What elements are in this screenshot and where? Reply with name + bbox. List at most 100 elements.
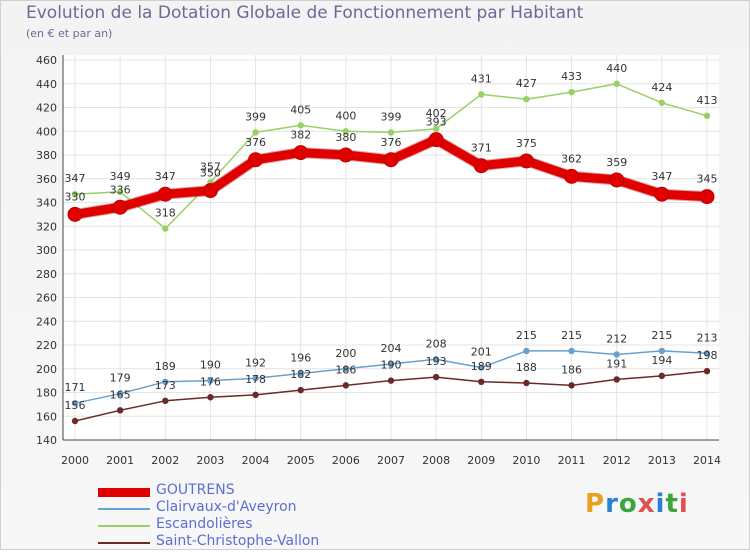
x-tick-label: 2010: [512, 454, 540, 467]
x-tick-label: 2005: [287, 454, 315, 467]
data-point-escandoli-res: [478, 91, 485, 98]
data-label-clairvaux-d-aveyron: 215: [561, 329, 582, 342]
data-label-saint-christophe-vallon: 198: [697, 349, 718, 362]
data-label-goutrens: 350: [200, 167, 221, 180]
data-point-saint-christophe-vallon: [703, 367, 711, 375]
data-point-clairvaux-d-aveyron: [703, 350, 711, 357]
y-tick-label: 260: [36, 292, 57, 305]
data-point-clairvaux-d-aveyron: [116, 390, 124, 397]
logo-letter: r: [605, 489, 619, 519]
data-label-saint-christophe-vallon: 190: [381, 359, 402, 372]
data-point-escandoli-res: [342, 128, 350, 135]
data-point-clairvaux-d-aveyron: [432, 356, 440, 363]
data-label-saint-christophe-vallon: 178: [245, 373, 266, 386]
data-label-goutrens: 347: [651, 170, 672, 183]
data-label-saint-christophe-vallon: 156: [65, 399, 86, 412]
data-label-saint-christophe-vallon: 186: [561, 363, 582, 376]
data-point-saint-christophe-vallon: [432, 373, 440, 381]
y-tick-label: 160: [36, 410, 57, 423]
data-label-saint-christophe-vallon: 189: [471, 360, 492, 373]
y-tick-label: 360: [36, 173, 57, 186]
data-label-saint-christophe-vallon: 191: [606, 357, 627, 370]
data-point-escandoli-res: [387, 129, 395, 136]
data-label-escandoli-res: 347: [65, 172, 86, 185]
logo-letter: i: [655, 489, 666, 519]
y-tick-label: 180: [36, 387, 57, 400]
data-point-saint-christophe-vallon: [297, 386, 304, 394]
legend-swatch: [98, 508, 150, 510]
data-point-saint-christophe-vallon: [207, 394, 214, 401]
data-label-clairvaux-d-aveyron: 190: [200, 359, 221, 372]
data-label-goutrens: 359: [606, 156, 627, 169]
data-label-escandoli-res: 357: [200, 160, 221, 173]
data-label-escandoli-res: 431: [471, 72, 492, 85]
legend-label: Saint-Christophe-Vallon: [156, 533, 320, 549]
data-label-clairvaux-d-aveyron: 189: [155, 360, 176, 373]
data-label-clairvaux-d-aveyron: 213: [697, 331, 718, 344]
data-point-escandoli-res: [658, 99, 666, 106]
data-point-saint-christophe-vallon: [478, 378, 485, 386]
logo-letter: x: [637, 489, 656, 519]
y-tick-label: 400: [36, 125, 57, 138]
y-tick-label: 320: [36, 220, 57, 233]
data-point-clairvaux-d-aveyron: [71, 399, 79, 407]
data-point-saint-christophe-vallon: [71, 417, 79, 425]
data-point-clairvaux-d-aveyron: [658, 347, 666, 355]
data-point-goutrens: [654, 186, 670, 202]
data-label-clairvaux-d-aveyron: 196: [290, 352, 311, 365]
data-label-saint-christophe-vallon: 182: [290, 368, 311, 381]
y-tick-label: 460: [36, 54, 57, 67]
data-label-escandoli-res: 399: [381, 110, 402, 123]
data-label-goutrens: 347: [155, 170, 176, 183]
data-point-escandoli-res: [297, 122, 304, 129]
data-point-clairvaux-d-aveyron: [523, 347, 530, 355]
data-point-clairvaux-d-aveyron: [297, 370, 304, 377]
data-point-goutrens: [699, 189, 715, 205]
data-point-clairvaux-d-aveyron: [568, 347, 575, 355]
data-label-saint-christophe-vallon: 188: [516, 361, 537, 374]
y-tick-label: 440: [36, 78, 57, 91]
data-label-goutrens: 382: [290, 129, 311, 142]
data-point-escandoli-res: [432, 125, 440, 133]
data-label-escandoli-res: 440: [606, 62, 627, 75]
data-label-saint-christophe-vallon: 193: [426, 355, 447, 368]
data-point-saint-christophe-vallon: [568, 382, 575, 389]
data-point-escandoli-res: [116, 188, 124, 196]
data-label-escandoli-res: 433: [561, 70, 582, 83]
x-tick-label: 2002: [151, 454, 179, 467]
data-label-clairvaux-d-aveyron: 192: [245, 356, 266, 369]
legend-label: GOUTRENS: [156, 482, 235, 498]
y-tick-label: 140: [36, 434, 57, 447]
data-label-clairvaux-d-aveyron: 200: [335, 347, 356, 360]
data-point-saint-christophe-vallon: [342, 382, 350, 389]
data-point-saint-christophe-vallon: [658, 372, 666, 380]
data-label-goutrens: 362: [561, 152, 582, 165]
x-tick-label: 2007: [377, 454, 405, 467]
logo-letter: o: [618, 489, 638, 519]
data-label-goutrens: 330: [65, 190, 86, 203]
data-label-clairvaux-d-aveyron: 215: [516, 329, 537, 342]
data-label-escandoli-res: 424: [651, 81, 672, 94]
data-label-goutrens: 376: [381, 136, 402, 149]
data-point-goutrens: [293, 145, 309, 161]
x-tick-label: 2000: [61, 454, 89, 467]
proxiti-logo: Proxiti: [585, 489, 689, 519]
y-tick-label: 240: [36, 315, 57, 328]
data-label-goutrens: 393: [426, 116, 447, 129]
chart-title: Evolution de la Dotation Globale de Fonc…: [26, 3, 584, 23]
data-point-goutrens: [67, 206, 83, 222]
y-tick-label: 220: [36, 339, 57, 352]
data-label-escandoli-res: 405: [290, 103, 311, 116]
data-label-escandoli-res: 427: [516, 77, 537, 90]
x-tick-label: 2006: [332, 454, 360, 467]
data-label-clairvaux-d-aveyron: 201: [471, 346, 492, 359]
data-point-escandoli-res: [613, 80, 620, 87]
data-label-clairvaux-d-aveyron: 215: [651, 329, 672, 342]
x-tick-label: 2009: [467, 454, 495, 467]
data-point-escandoli-res: [162, 225, 169, 232]
x-tick-label: 2012: [603, 454, 631, 467]
data-point-escandoli-res: [703, 112, 711, 120]
chart-subtitle: (en € et par an): [26, 27, 113, 40]
data-point-clairvaux-d-aveyron: [162, 378, 169, 386]
legend-swatch: [98, 542, 150, 544]
